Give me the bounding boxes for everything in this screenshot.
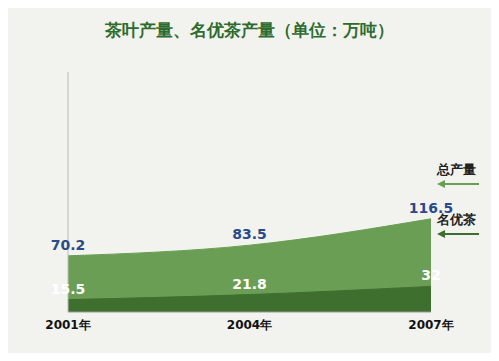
svg-text:2004年: 2004年 bbox=[227, 318, 272, 332]
svg-text:15.5: 15.5 bbox=[51, 281, 86, 297]
svg-text:2001年: 2001年 bbox=[45, 318, 90, 332]
svg-text:2007年: 2007年 bbox=[408, 318, 453, 332]
svg-text:32: 32 bbox=[421, 267, 440, 283]
svg-text:70.2: 70.2 bbox=[51, 237, 86, 253]
svg-text:116.5: 116.5 bbox=[409, 200, 453, 216]
svg-text:83.5: 83.5 bbox=[232, 226, 267, 242]
html-text:茶叶产量、名优茶产量（单位：万吨）: 茶叶产量、名优茶产量（单位：万吨） bbox=[105, 20, 394, 40]
svg-text:21.8: 21.8 bbox=[232, 276, 267, 292]
html-text:总产量: 总产量 bbox=[437, 161, 476, 177]
html-text:名优茶: 名优茶 bbox=[437, 211, 476, 227]
